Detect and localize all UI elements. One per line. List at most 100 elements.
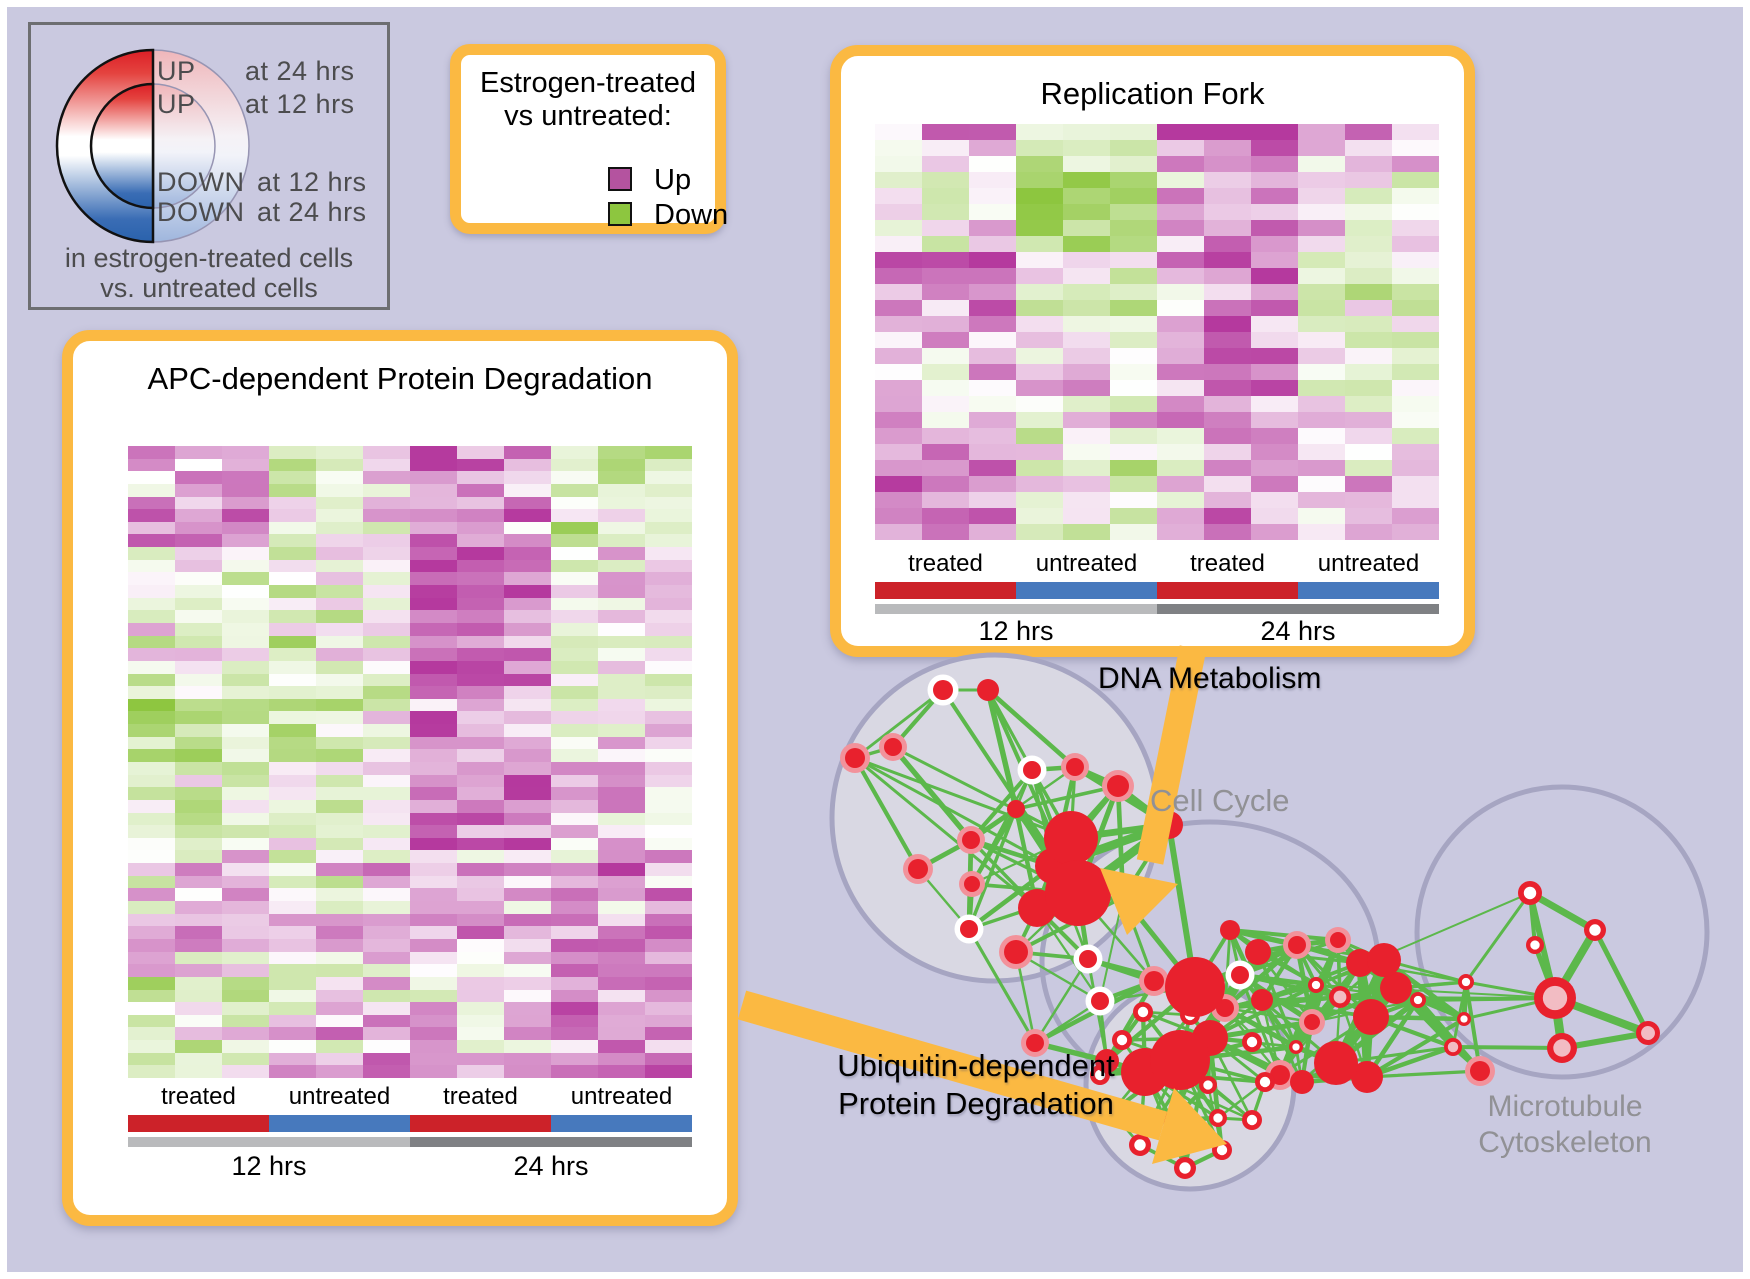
heatmap-cell	[1251, 332, 1298, 348]
heatmap-cell	[1016, 140, 1063, 156]
apc-untreated-bar-2	[551, 1115, 692, 1132]
heatmap-cell	[1157, 300, 1204, 316]
rf-group-treated-24: treated	[1190, 550, 1265, 577]
heatmap-cell	[922, 268, 969, 284]
heatmap-cell	[457, 471, 504, 484]
heatmap-cell	[269, 572, 316, 586]
heatmap-cell	[269, 837, 316, 851]
network-edge	[1364, 1016, 1467, 1080]
network-edge	[1238, 973, 1342, 999]
heatmap-cell	[175, 964, 222, 977]
apc-24hrs-label: 24 hrs	[513, 1151, 589, 1181]
heatmap-cell	[269, 964, 316, 977]
heatmap-cell	[1298, 476, 1345, 492]
heatmap-cell	[410, 673, 457, 687]
heatmap-cell	[410, 989, 457, 1003]
heatmap-cell	[269, 483, 316, 497]
rf-treated-bar-1	[875, 582, 1016, 599]
heatmap-cell	[1251, 476, 1298, 492]
heatmap-cell	[457, 446, 504, 459]
heatmap-cell	[175, 1040, 222, 1053]
heatmap-cell	[504, 534, 551, 548]
heatmap-cell	[222, 1014, 269, 1028]
heatmap-cell	[1157, 476, 1204, 492]
heatmap-cell	[875, 524, 922, 540]
heatmap-cell	[175, 1014, 222, 1028]
heatmap-cell	[969, 220, 1016, 236]
network-node	[1353, 999, 1389, 1035]
cluster-label-ubiquitin-line1: Ubiquitin-dependent	[837, 1048, 1115, 1083]
heatmap-cell	[1157, 124, 1204, 140]
heatmap-cell	[316, 951, 363, 965]
heatmap-cell	[1016, 252, 1063, 268]
heatmap-cell	[269, 534, 316, 548]
heatmap-cell	[457, 989, 504, 1003]
heatmap-cell	[222, 863, 269, 876]
heatmap-cell	[1204, 140, 1251, 156]
heatmap-cell	[363, 585, 410, 598]
heatmap-cell	[1392, 460, 1439, 476]
heatmap-cell	[457, 951, 504, 965]
heatmap-cell	[551, 698, 598, 712]
heatmap-cell	[1016, 332, 1063, 348]
heatmap-cell	[410, 509, 457, 522]
heatmap-cell	[269, 913, 316, 927]
heatmap-cell	[551, 825, 598, 838]
heatmap-cell	[1345, 444, 1392, 460]
heatmap-cell	[1110, 300, 1157, 316]
heatmap-cell	[269, 610, 316, 623]
heatmap-cell	[1204, 508, 1251, 524]
heatmap-cell	[1016, 188, 1063, 204]
heatmap-cell	[269, 888, 316, 902]
heatmap-cell	[269, 825, 316, 838]
heatmap-cell	[504, 850, 551, 864]
network-node-center	[1542, 985, 1568, 1011]
heatmap-cell	[316, 446, 363, 459]
heatmap-cell	[551, 938, 598, 952]
heatmap-cell	[645, 774, 692, 788]
heatmap-cell	[504, 1052, 551, 1066]
heatmap-cell	[551, 863, 598, 876]
heatmap-cell	[598, 610, 645, 623]
heatmap-cell	[645, 787, 692, 800]
heatmap-cell	[1345, 428, 1392, 444]
heatmap-cell	[504, 976, 551, 990]
network-edge	[852, 755, 921, 872]
heatmap-cell	[598, 458, 645, 472]
heatmap-cell	[598, 648, 645, 661]
heatmap-cell	[457, 812, 504, 826]
heatmap-cell	[875, 444, 922, 460]
heatmap-cell	[1063, 236, 1110, 252]
heatmap-cell	[504, 863, 551, 876]
heatmap-cell	[1016, 524, 1063, 540]
heatmap-cell	[363, 762, 410, 775]
heatmap-cell	[551, 787, 598, 800]
heatmap-cell	[1204, 252, 1251, 268]
heatmap-cell	[1063, 140, 1110, 156]
heatmap-cell	[645, 863, 692, 876]
heatmap-cell	[269, 1052, 316, 1066]
heatmap-cell	[222, 875, 269, 889]
heatmap-cell	[1157, 252, 1204, 268]
heatmap-cell	[269, 976, 316, 990]
heatmap-cell	[222, 458, 269, 472]
heatmap-cell	[645, 660, 692, 674]
heatmap-cell	[1345, 396, 1392, 412]
heatmap-cell	[222, 547, 269, 560]
heatmap-cell	[504, 1040, 551, 1053]
heatmap-cell	[410, 572, 457, 586]
network-edge	[1592, 927, 1651, 1036]
apc-untreated-bar-1	[269, 1115, 410, 1132]
heatmap-cell	[316, 496, 363, 510]
network-node	[1330, 932, 1346, 948]
heatmap-cell	[1063, 252, 1110, 268]
heatmap-cell	[269, 521, 316, 535]
heatmap-cell	[1157, 444, 1204, 460]
heatmap-cell	[1204, 284, 1251, 300]
heatmap-cell	[645, 534, 692, 548]
heatmap-cell	[175, 446, 222, 459]
heatmap-cell	[1157, 396, 1204, 412]
heatmap-cell	[551, 774, 598, 788]
heatmap-cell	[922, 204, 969, 220]
heatmap-cell	[363, 1040, 410, 1053]
